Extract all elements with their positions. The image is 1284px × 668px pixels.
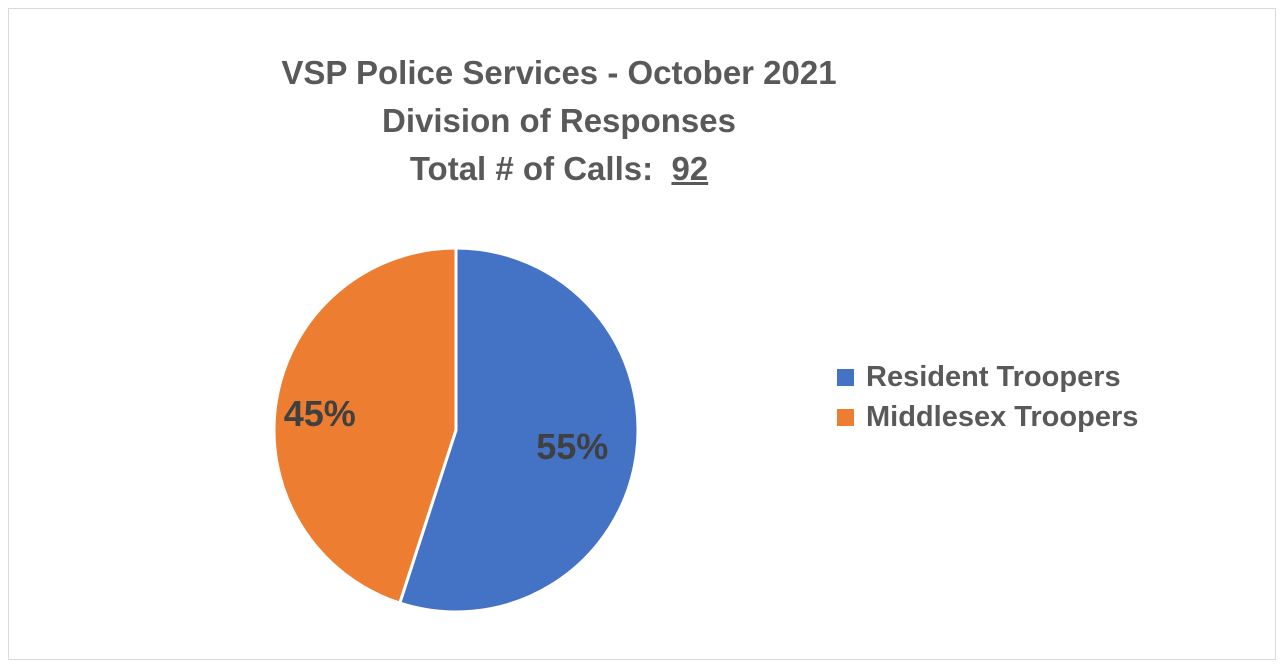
- pie-slice-middlesex-troopers: [272, 246, 458, 605]
- legend-label-middlesex-troopers: Middlesex Troopers: [866, 400, 1139, 433]
- legend: Resident Troopers Middlesex Troopers: [837, 357, 1138, 437]
- title-line-2: Division of Responses: [382, 102, 736, 139]
- legend-swatch-middlesex-troopers: [837, 408, 854, 426]
- total-calls-value: 92: [671, 150, 709, 187]
- pie-chart: 55% 45%: [272, 246, 640, 614]
- chart-area: VSP Police Services - October 2021 Divis…: [8, 8, 1276, 660]
- title-line-3: Total # of Calls: 92: [9, 145, 1109, 193]
- legend-swatch-resident-troopers: [837, 368, 854, 386]
- data-label-middlesex-troopers: 45%: [284, 393, 356, 434]
- legend-item-middlesex-troopers: Middlesex Troopers: [837, 397, 1138, 437]
- chart-title: VSP Police Services - October 2021 Divis…: [9, 49, 1109, 193]
- title-line-1: VSP Police Services - October 2021: [281, 54, 837, 91]
- legend-label-resident-troopers: Resident Troopers: [866, 360, 1121, 393]
- data-label-resident-troopers: 55%: [536, 426, 608, 467]
- legend-item-resident-troopers: Resident Troopers: [837, 357, 1138, 397]
- pie-slice-resident-troopers: [398, 246, 640, 614]
- total-calls-label: Total # of Calls:: [409, 150, 654, 187]
